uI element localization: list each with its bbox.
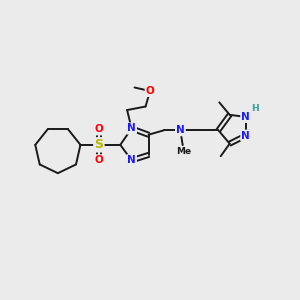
Text: N: N	[127, 155, 136, 165]
Text: H: H	[251, 104, 258, 113]
Text: N: N	[241, 112, 250, 122]
Text: N: N	[127, 155, 136, 165]
Text: N: N	[176, 125, 185, 135]
Text: S: S	[94, 138, 103, 151]
Text: N: N	[176, 125, 185, 135]
Text: N: N	[127, 124, 136, 134]
Text: Me: Me	[176, 147, 191, 156]
Text: N: N	[241, 130, 250, 141]
Text: O: O	[146, 86, 154, 96]
Text: H: H	[251, 104, 258, 113]
Text: O: O	[94, 124, 103, 134]
Text: O: O	[94, 155, 103, 165]
Text: O: O	[146, 86, 154, 96]
Text: N: N	[241, 112, 250, 122]
Text: N: N	[127, 124, 136, 134]
Text: N: N	[241, 130, 250, 141]
Text: O: O	[94, 124, 103, 134]
Text: S: S	[94, 138, 103, 151]
Text: O: O	[94, 155, 103, 165]
